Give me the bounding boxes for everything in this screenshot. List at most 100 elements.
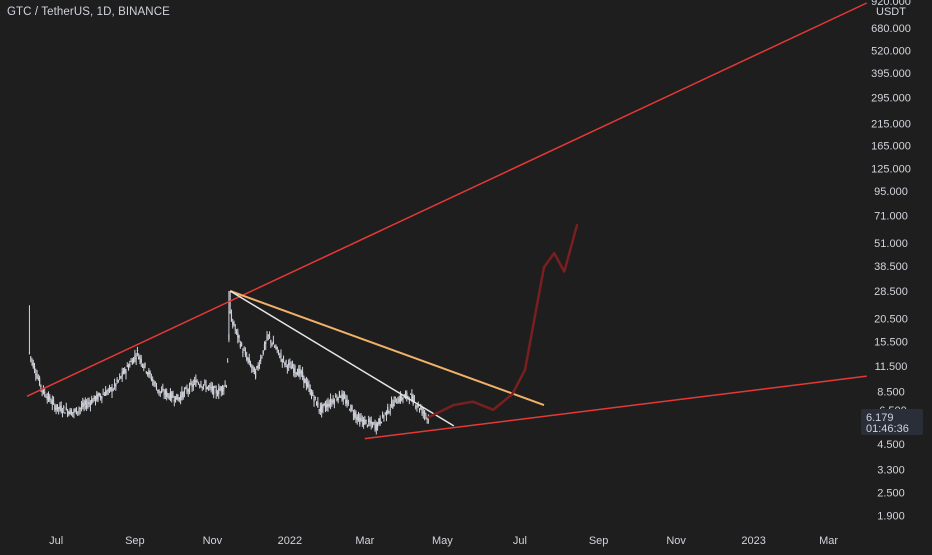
candle-body xyxy=(321,405,323,413)
candle-body xyxy=(244,351,247,355)
candle-body xyxy=(188,384,191,393)
candle-body xyxy=(257,365,259,369)
currency-label: USDT xyxy=(876,6,906,18)
candle-body xyxy=(275,347,277,349)
candle-body xyxy=(35,373,37,375)
candle-body xyxy=(286,365,288,369)
candle-body xyxy=(290,366,292,370)
price-axis[interactable]: 920.000 USDT 680.000 520.000 395.000 295.00… xyxy=(861,0,923,522)
candle-body xyxy=(340,396,342,398)
candle-body xyxy=(295,372,297,374)
candle-body xyxy=(318,409,320,411)
candle-body xyxy=(233,321,235,326)
candle-body xyxy=(42,387,45,394)
candle-body xyxy=(230,314,233,322)
candle-body xyxy=(359,417,361,425)
orange-trendline[interactable] xyxy=(229,290,545,406)
candle-body xyxy=(152,379,154,381)
candle-body xyxy=(418,408,421,410)
price-tick-label: 28.500 xyxy=(874,286,908,298)
candle-body xyxy=(258,364,261,367)
candle-body xyxy=(350,404,352,412)
candle-body xyxy=(213,386,215,395)
candle-body xyxy=(139,356,141,359)
candle-body xyxy=(322,403,324,409)
candle-body xyxy=(406,392,408,398)
candle-body xyxy=(327,402,329,408)
candle-body xyxy=(315,401,318,406)
candle-body xyxy=(92,399,94,403)
candle-body xyxy=(396,402,398,404)
candle-body xyxy=(121,371,123,377)
candle-body xyxy=(379,417,381,424)
price-tick-label: 3.300 xyxy=(877,465,905,477)
candle-body xyxy=(103,394,105,396)
candle-body xyxy=(402,397,404,400)
trendlines-layer[interactable] xyxy=(26,2,868,440)
candle-body xyxy=(74,409,76,411)
candle-body xyxy=(234,328,236,330)
candle-body xyxy=(374,424,376,430)
price-tick-label: 38.500 xyxy=(874,261,908,273)
time-tick-label: Jul xyxy=(49,535,63,547)
candle-body xyxy=(284,363,286,365)
candle-body xyxy=(343,396,346,398)
candle-body xyxy=(285,360,287,363)
channel-trendline[interactable] xyxy=(26,2,868,397)
candle-body xyxy=(338,391,341,398)
candle-body xyxy=(331,400,333,402)
channel-trendline[interactable] xyxy=(364,375,867,440)
candle-body xyxy=(288,362,290,366)
time-tick-label: Nov xyxy=(666,535,686,547)
candle-body xyxy=(111,387,113,393)
candle-body xyxy=(58,407,60,409)
candle-body xyxy=(155,387,158,391)
candle-body xyxy=(127,366,130,369)
candle-body xyxy=(150,378,153,380)
price-tick-label: 165.000 xyxy=(871,140,911,152)
candle-body xyxy=(180,395,182,401)
candle-body xyxy=(313,398,315,402)
candle-body xyxy=(206,386,208,389)
time-tick-label: Sep xyxy=(589,535,609,547)
candle-body xyxy=(337,397,339,401)
candle-body xyxy=(112,389,114,391)
price-tick-label: 71.000 xyxy=(874,210,908,222)
candle-body xyxy=(293,368,295,373)
candle-body xyxy=(388,411,390,413)
time-tick-label: Nov xyxy=(203,535,223,547)
candle-body xyxy=(202,384,205,387)
candle-body xyxy=(166,391,168,397)
candle-body xyxy=(201,386,203,388)
candle-body xyxy=(251,366,253,368)
candle-body xyxy=(66,410,69,415)
price-tick-label: 15.500 xyxy=(874,336,908,348)
candle-body xyxy=(63,406,65,409)
candle-body xyxy=(194,380,196,382)
candle-body xyxy=(387,406,389,414)
time-axis[interactable]: Jul Sep Nov 2022 Mar May Jul Sep Nov 2023 Mar xyxy=(49,535,838,547)
candle-body xyxy=(135,357,137,360)
white-trendline[interactable] xyxy=(229,290,455,427)
price-tick-label: 20.500 xyxy=(874,313,908,325)
candle-body xyxy=(94,397,97,402)
candle-body xyxy=(280,354,282,357)
candle-body xyxy=(192,384,194,387)
candle-body xyxy=(309,388,311,395)
candle-body xyxy=(59,405,61,409)
candle-body xyxy=(215,389,217,394)
projection-path[interactable] xyxy=(427,223,579,419)
price-tick-label: 95.000 xyxy=(874,186,908,198)
candle-body xyxy=(44,391,46,394)
candle-body xyxy=(360,418,362,421)
candle-body xyxy=(328,403,330,407)
candle-body xyxy=(246,356,248,360)
candle-body xyxy=(390,401,393,404)
candle-body xyxy=(420,407,422,409)
candle-body xyxy=(46,396,48,400)
candle-body xyxy=(216,394,219,396)
candle-body xyxy=(116,379,118,382)
candle-body xyxy=(131,360,133,365)
